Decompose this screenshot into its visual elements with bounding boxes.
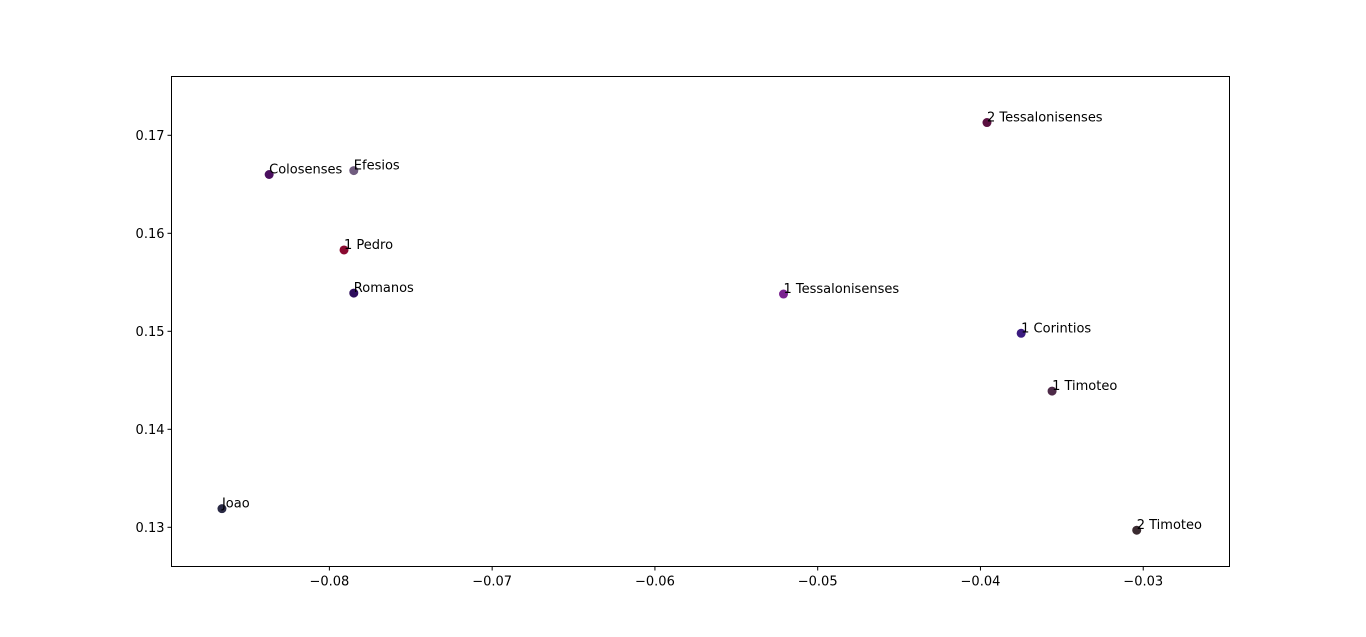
x-tick-label: −0.07	[472, 575, 512, 590]
point-label: Joao	[221, 497, 250, 512]
point-label: Romanos	[354, 281, 414, 296]
data-point	[779, 289, 789, 299]
x-tick-label: −0.05	[798, 575, 838, 590]
y-axis: 0.13 0.14 0.15 0.16 0.17	[136, 129, 172, 536]
point-label: Efesios	[354, 159, 400, 174]
plot-frame	[171, 76, 1230, 567]
point-label: 2 Tessalonisenses	[987, 111, 1103, 126]
data-point	[339, 245, 349, 255]
data-point	[349, 166, 359, 176]
y-tick-label: 0.13	[136, 521, 165, 536]
x-tick-label: −0.08	[309, 575, 349, 590]
data-points: 2 Tessalonisenses Colosenses Efesios 1 Pedr…	[217, 111, 1202, 535]
x-tick-label: −0.06	[635, 575, 675, 590]
point-label: 1 Timoteo	[1052, 379, 1117, 394]
y-tick-label: 0.17	[136, 129, 165, 144]
data-point	[264, 170, 274, 179]
x-tick-label: −0.04	[961, 575, 1001, 590]
point-label: 1 Tessalonisenses	[784, 282, 900, 297]
data-point	[1132, 525, 1142, 535]
y-tick-label: 0.15	[136, 325, 165, 340]
x-tick-label: −0.03	[1123, 575, 1163, 590]
data-point	[217, 504, 227, 514]
point-label: 1 Pedro	[344, 238, 393, 253]
data-point	[349, 288, 359, 298]
point-label: 1 Corintios	[1021, 321, 1091, 336]
x-axis: −0.08 −0.07 −0.06 −0.05 −0.04 −0.03	[309, 566, 1163, 590]
y-tick-label: 0.14	[136, 423, 165, 438]
data-point	[1047, 386, 1057, 396]
point-label: 2 Timoteo	[1137, 518, 1202, 533]
data-point	[1016, 328, 1026, 338]
data-point	[982, 118, 992, 128]
point-label: Colosenses	[269, 163, 342, 178]
y-tick-label: 0.16	[136, 227, 165, 242]
